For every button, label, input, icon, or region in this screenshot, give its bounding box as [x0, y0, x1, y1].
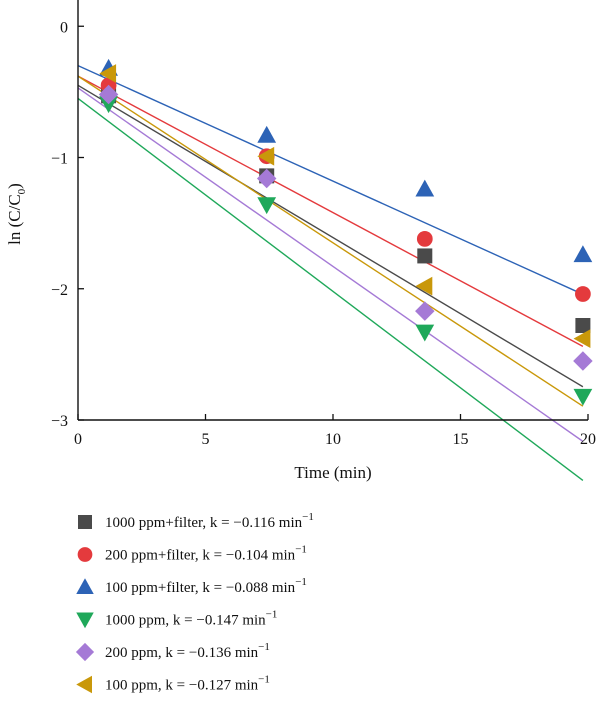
legend-label-text: 200 ppm+filter, k = −0.104 min: [105, 548, 296, 564]
data-point: [573, 388, 593, 406]
legend-marker: [76, 578, 94, 594]
data-point: [257, 197, 277, 215]
data-point: [417, 248, 433, 264]
legend-item: 1000 ppm, k = −0.147 min−1: [76, 609, 277, 629]
data-point: [575, 318, 591, 333]
legend-label: 100 ppm+filter, k = −0.088 min−1: [105, 576, 307, 596]
legend-label-superscript: −1: [258, 674, 270, 686]
legend-item: 100 ppm, k = −0.127 min−1: [76, 674, 270, 694]
legend-label: 1000 ppm, k = −0.147 min−1: [105, 609, 277, 629]
legend-label-text: 1000 ppm, k = −0.147 min: [105, 613, 266, 629]
y-tick-label: 0: [60, 19, 68, 36]
x-ticks: 0 5 10 15 20: [74, 414, 596, 448]
fit-line: [77, 84, 584, 388]
legend-label-superscript: −1: [295, 576, 307, 588]
x-tick-label: 5: [202, 431, 210, 448]
x-axis-label: Time (min): [294, 463, 371, 482]
fit-line: [77, 64, 584, 295]
legend-label-superscript: −1: [302, 511, 314, 523]
plot-frame: [77, 0, 588, 421]
legend-marker: [75, 642, 95, 662]
legend-item: 200 ppm+filter, k = −0.104 min−1: [77, 544, 307, 564]
data-point: [575, 286, 591, 302]
legend-marker: [78, 515, 92, 529]
data-point: [573, 329, 591, 348]
data-point: [573, 245, 593, 263]
legend-label-superscript: −1: [295, 544, 307, 556]
y-ticks: 0 −1 −2 −3: [51, 19, 84, 430]
legend-label-text: 200 ppm, k = −0.136 min: [105, 645, 259, 661]
x-tick-label: 10: [325, 431, 341, 448]
data-point: [415, 324, 435, 342]
data-point: [99, 96, 118, 114]
y-axis-label-main: ln (C/C: [5, 194, 24, 245]
data-point: [99, 64, 117, 83]
legend-item: 200 ppm, k = −0.136 min−1: [75, 641, 270, 662]
legend-marker: [76, 675, 92, 694]
x-tick-label: 0: [74, 431, 82, 448]
x-tick-label: 15: [453, 431, 469, 448]
data-point: [98, 84, 119, 105]
legend-label-text: 100 ppm+filter, k = −0.088 min: [105, 580, 296, 596]
data-point: [416, 231, 433, 247]
y-axis-label-close: ): [5, 183, 24, 189]
legend-label: 100 ppm, k = −0.127 min−1: [105, 674, 270, 694]
data-point: [256, 168, 277, 189]
data-point: [257, 146, 275, 166]
y-tick-label: −3: [51, 413, 68, 430]
data-markers: [98, 58, 593, 406]
data-point: [415, 301, 435, 321]
fit-line: [77, 75, 584, 348]
y-tick-label: −2: [51, 282, 68, 299]
legend-item: 100 ppm+filter, k = −0.088 min−1: [76, 576, 307, 596]
x-tick-label: 20: [580, 431, 596, 448]
data-point: [415, 179, 435, 197]
fit-line: [77, 75, 584, 407]
legend-label-superscript: −1: [266, 609, 278, 621]
legend-marker: [76, 612, 94, 629]
legend-marker: [77, 547, 93, 562]
legend-item: 1000 ppm+filter, k = −0.116 min−1: [78, 511, 314, 531]
fit-line: [77, 87, 584, 442]
data-point: [257, 125, 277, 143]
legend-label: 200 ppm+filter, k = −0.104 min−1: [105, 544, 307, 564]
data-point: [573, 351, 593, 371]
legend-label: 200 ppm, k = −0.136 min−1: [105, 641, 270, 661]
y-tick-label: −1: [51, 151, 68, 168]
legend-label: 1000 ppm+filter, k = −0.116 min−1: [105, 511, 314, 531]
fit-lines: [77, 64, 584, 482]
y-axis-label: ln (C/C0): [5, 183, 28, 245]
legend-label-text: 1000 ppm+filter, k = −0.116 min: [105, 515, 303, 531]
y-axis-label-subscript: 0: [16, 188, 28, 194]
data-point: [415, 276, 433, 296]
fit-line: [77, 97, 584, 482]
legend-label-text: 100 ppm, k = −0.127 min: [105, 678, 259, 694]
legend-label-superscript: −1: [258, 641, 270, 653]
